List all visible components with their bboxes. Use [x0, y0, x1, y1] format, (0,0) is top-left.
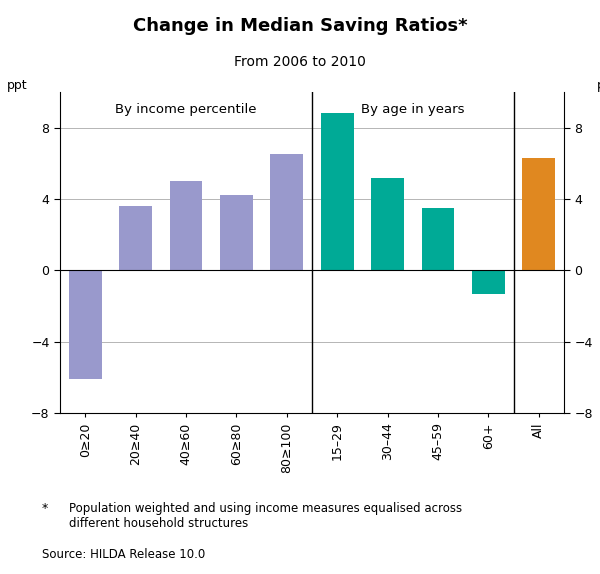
Text: ppt: ppt: [596, 79, 600, 92]
Bar: [119, 206, 152, 270]
Bar: [371, 177, 404, 270]
Bar: [271, 154, 303, 270]
Bar: [170, 181, 202, 270]
Bar: [220, 195, 253, 270]
Text: From 2006 to 2010: From 2006 to 2010: [234, 55, 366, 68]
Text: By age in years: By age in years: [361, 103, 464, 115]
Bar: [69, 270, 101, 379]
Text: Source: HILDA Release 10.0: Source: HILDA Release 10.0: [42, 548, 205, 561]
Bar: [321, 113, 353, 270]
Text: By income percentile: By income percentile: [115, 103, 257, 115]
Text: Change in Median Saving Ratios*: Change in Median Saving Ratios*: [133, 17, 467, 35]
Text: *: *: [42, 502, 48, 515]
Text: Population weighted and using income measures equalised across
different househo: Population weighted and using income mea…: [69, 502, 462, 530]
Bar: [472, 270, 505, 294]
Text: ppt: ppt: [7, 79, 28, 92]
Bar: [523, 158, 555, 270]
Bar: [422, 208, 454, 270]
